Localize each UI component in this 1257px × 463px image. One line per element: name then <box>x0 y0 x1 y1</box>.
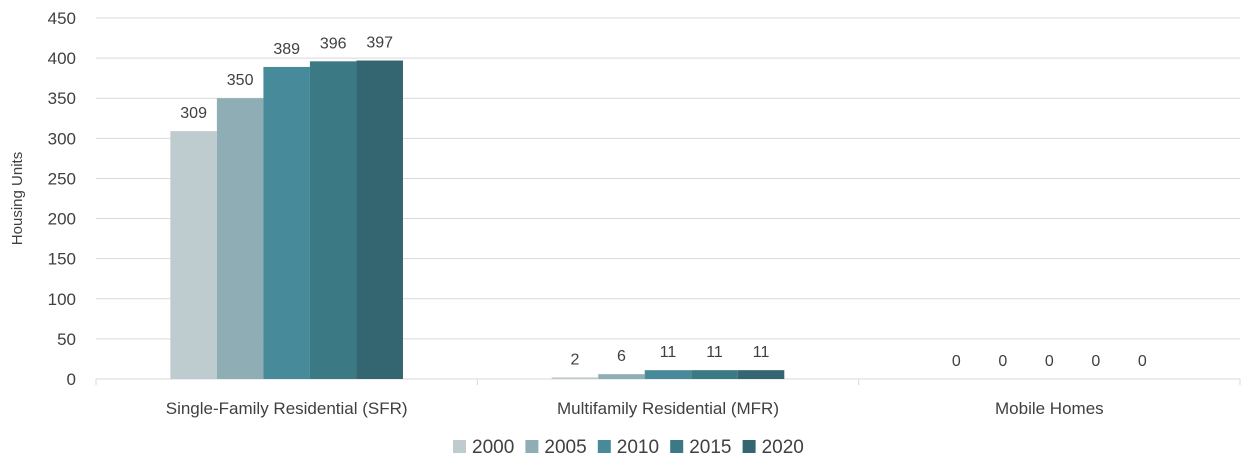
legend-swatch-2015 <box>670 440 684 453</box>
legend-swatch-2010 <box>597 440 611 453</box>
bar-2005-2 <box>598 374 645 379</box>
data-label-2010-2: 11 <box>660 344 677 361</box>
x-category-label: Single-Family Residential (SFR) <box>166 399 408 418</box>
legend-swatch-2005 <box>525 440 539 453</box>
data-label-2000-3: 0 <box>952 353 961 370</box>
y-tick-label: 150 <box>48 250 76 269</box>
legend-label-2005: 2005 <box>544 437 586 458</box>
data-label-2000-2: 2 <box>571 351 580 368</box>
legend-label-2015: 2015 <box>689 437 731 458</box>
data-label-2015-2: 11 <box>706 344 723 361</box>
y-tick-label: 400 <box>48 49 76 68</box>
bar-2000-2 <box>551 377 599 379</box>
data-label-2005-1: 350 <box>227 72 254 89</box>
data-label-2010-1: 389 <box>273 41 300 58</box>
bar-2020-2 <box>737 370 785 379</box>
data-label-2005-2: 6 <box>617 348 626 365</box>
legend-label-2010: 2010 <box>617 437 659 458</box>
data-label-2020-3: 0 <box>1138 353 1147 370</box>
data-label-2000-1: 309 <box>180 105 207 122</box>
y-tick-label: 350 <box>48 89 76 108</box>
data-label-2015-1: 396 <box>320 35 347 52</box>
legend-swatch-2000 <box>453 440 466 453</box>
y-tick-label: 200 <box>48 210 76 229</box>
y-tick-label: 100 <box>48 290 76 309</box>
y-tick-label: 50 <box>57 330 76 349</box>
y-tick-label: 250 <box>48 169 76 188</box>
x-category-label: Multifamily Residential (MFR) <box>557 399 779 418</box>
bar-2015-1 <box>309 61 357 379</box>
bar-2010-2 <box>644 370 692 379</box>
data-label-2010-3: 0 <box>1045 353 1054 370</box>
y-tick-label: 300 <box>48 129 76 148</box>
y-tick-label: 0 <box>67 370 76 389</box>
data-label-2020-1: 397 <box>366 35 393 52</box>
legend-label-2020: 2020 <box>762 437 804 458</box>
legend-swatch-2020 <box>742 440 756 453</box>
data-label-2005-3: 0 <box>998 353 1007 370</box>
data-label-2015-3: 0 <box>1091 353 1100 370</box>
bar-2010-1 <box>263 66 310 380</box>
bar-2005-1 <box>216 98 264 379</box>
y-tick-label: 450 <box>48 9 76 28</box>
bar-2015-2 <box>691 370 738 379</box>
legend-label-2000: 2000 <box>472 437 514 458</box>
bar-2020-1 <box>356 60 403 380</box>
data-label-2020-2: 11 <box>753 344 770 361</box>
bar-2000-1 <box>170 131 217 379</box>
x-category-label: Mobile Homes <box>995 399 1104 418</box>
y-axis-title: Housing Units <box>9 152 26 245</box>
